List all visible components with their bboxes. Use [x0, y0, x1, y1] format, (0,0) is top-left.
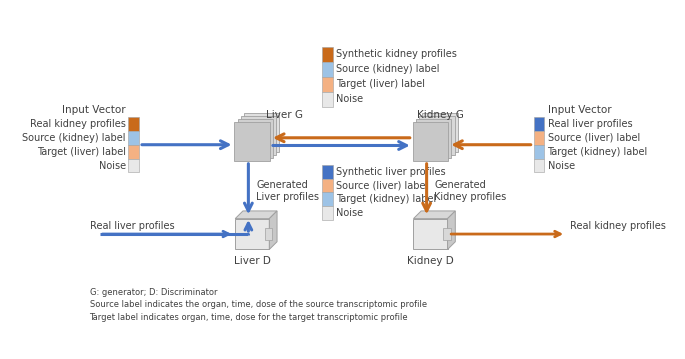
- Text: Target (kidney) label: Target (kidney) label: [336, 194, 436, 204]
- Text: Noise: Noise: [547, 160, 575, 171]
- Bar: [416, 119, 451, 158]
- Text: Source (kidney) label: Source (kidney) label: [23, 133, 126, 143]
- Text: Input Vector: Input Vector: [547, 105, 611, 115]
- Bar: [264, 228, 273, 240]
- Polygon shape: [269, 211, 277, 250]
- Bar: [322, 165, 333, 178]
- Bar: [422, 113, 458, 151]
- Bar: [534, 145, 545, 159]
- Polygon shape: [414, 211, 456, 219]
- Text: Input Vector: Input Vector: [62, 105, 126, 115]
- Text: Noise: Noise: [99, 160, 126, 171]
- Text: Target (liver) label: Target (liver) label: [336, 79, 425, 89]
- Text: Kidney D: Kidney D: [407, 256, 454, 266]
- Text: Synthetic liver profiles: Synthetic liver profiles: [336, 167, 445, 177]
- Bar: [128, 117, 139, 131]
- Text: Kidney G: Kidney G: [416, 110, 464, 120]
- Text: Noise: Noise: [336, 94, 363, 104]
- Text: Target (liver) label: Target (liver) label: [37, 146, 126, 157]
- Bar: [322, 62, 333, 77]
- Bar: [128, 159, 139, 172]
- Bar: [322, 178, 333, 192]
- Text: G: generator; D: Discriminator
Source label indicates the organ, time, dose of t: G: generator; D: Discriminator Source la…: [90, 288, 427, 322]
- Bar: [244, 113, 279, 151]
- Bar: [234, 122, 270, 161]
- Bar: [322, 47, 333, 62]
- Bar: [322, 192, 333, 206]
- Text: Source (liver) label: Source (liver) label: [336, 181, 428, 191]
- Text: Source (liver) label: Source (liver) label: [547, 133, 640, 143]
- Text: Real liver profiles: Real liver profiles: [90, 221, 174, 231]
- Text: Target (kidney) label: Target (kidney) label: [547, 146, 648, 157]
- Polygon shape: [235, 211, 277, 219]
- Bar: [240, 116, 276, 155]
- Text: Liver G: Liver G: [266, 110, 303, 120]
- Bar: [419, 116, 455, 155]
- Text: Synthetic kidney profiles: Synthetic kidney profiles: [336, 50, 457, 60]
- Bar: [414, 219, 447, 250]
- Bar: [235, 219, 269, 250]
- Text: Liver D: Liver D: [234, 256, 271, 266]
- Text: Real liver profiles: Real liver profiles: [547, 119, 632, 129]
- Polygon shape: [447, 211, 456, 250]
- Bar: [322, 92, 333, 107]
- Text: Real kidney profiles: Real kidney profiles: [30, 119, 126, 129]
- Bar: [534, 131, 545, 145]
- Bar: [128, 131, 139, 145]
- Bar: [238, 119, 273, 158]
- Bar: [412, 122, 448, 161]
- Text: Source (kidney) label: Source (kidney) label: [336, 65, 440, 74]
- Text: Generated
Kidney profiles: Generated Kidney profiles: [434, 180, 507, 202]
- Text: Noise: Noise: [336, 208, 363, 218]
- Bar: [534, 117, 545, 131]
- Bar: [322, 206, 333, 220]
- Text: Real kidney profiles: Real kidney profiles: [570, 221, 666, 231]
- Bar: [128, 145, 139, 159]
- Bar: [322, 77, 333, 92]
- Bar: [534, 159, 545, 172]
- Bar: [443, 228, 451, 240]
- Text: Generated
Liver profiles: Generated Liver profiles: [256, 180, 319, 202]
